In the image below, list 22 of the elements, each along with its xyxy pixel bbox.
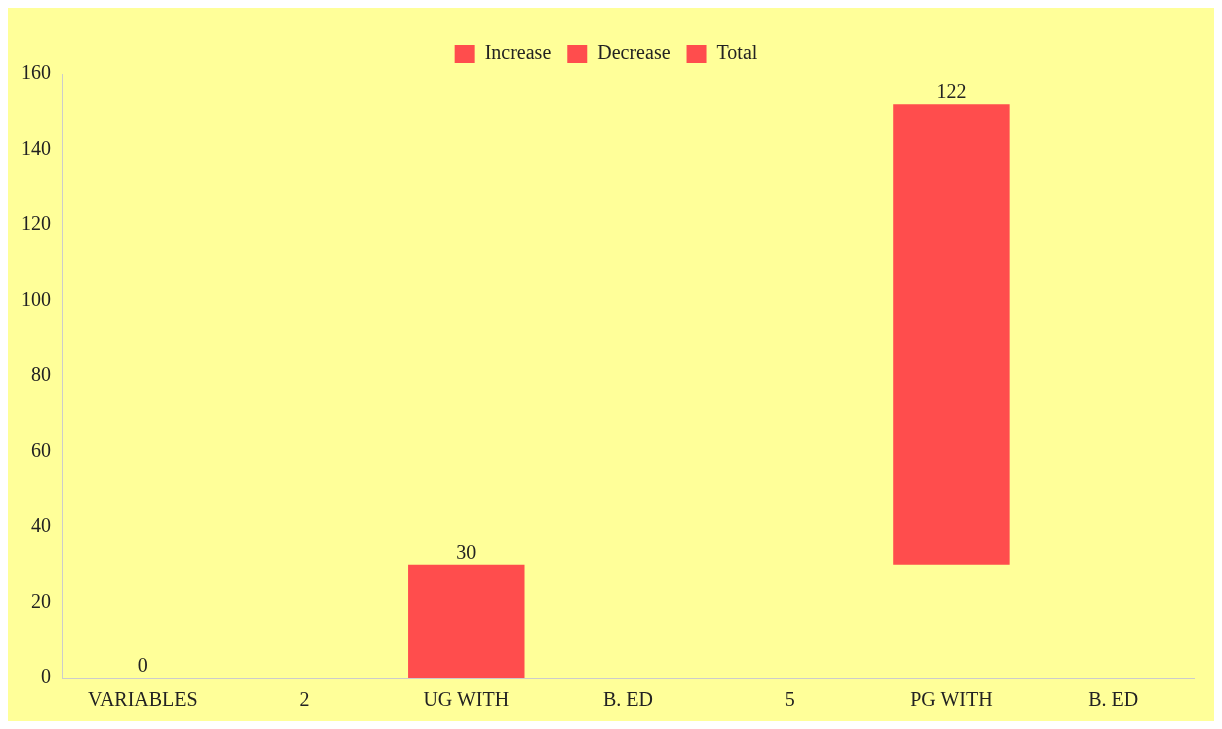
x-tick-label: B. ED — [603, 688, 653, 711]
legend-label: Total — [716, 41, 758, 64]
data-label: 122 — [936, 80, 967, 103]
x-tick-label: 5 — [784, 688, 795, 711]
y-tick-label: 20 — [31, 589, 51, 612]
x-tick-label: B. ED — [1088, 688, 1139, 711]
y-tick-label: 40 — [31, 514, 51, 537]
y-tick-label: 140 — [21, 136, 51, 159]
legend-label: Increase — [484, 41, 552, 64]
y-tick-label: 160 — [21, 61, 51, 84]
y-tick-label: 80 — [31, 363, 51, 386]
x-tick-label: UG WITH — [423, 688, 510, 711]
y-tick-label: 120 — [21, 212, 51, 235]
data-label: 0 — [137, 654, 148, 677]
x-tick-label: VARIABLES — [88, 688, 198, 711]
y-tick-label: 60 — [31, 438, 51, 461]
legend-label: Decrease — [597, 41, 671, 64]
data-label: 30 — [456, 541, 477, 563]
y-tick-label: 0 — [41, 665, 51, 688]
x-tick-label: PG WITH — [910, 688, 993, 711]
y-tick-label: 100 — [21, 287, 51, 310]
x-tick-label: 2 — [299, 688, 310, 711]
